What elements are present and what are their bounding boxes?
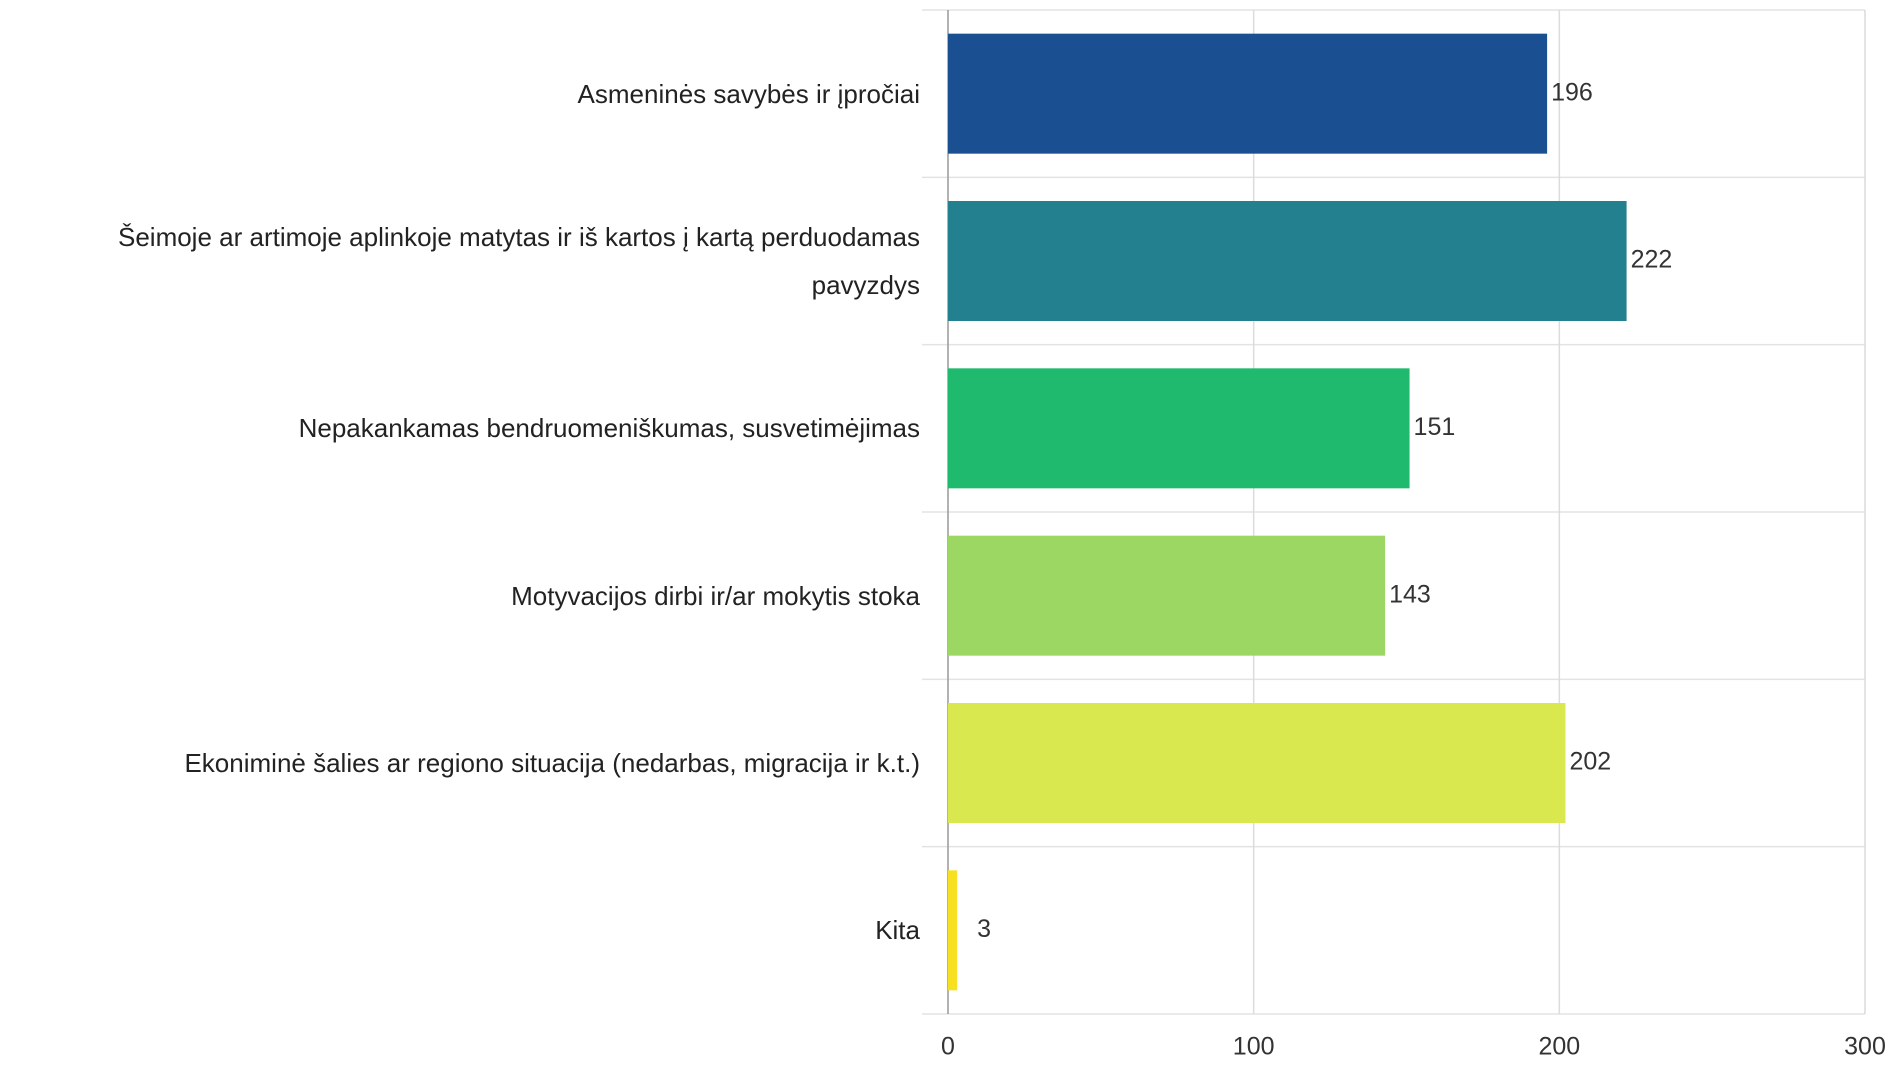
value-label: 151 [1414, 413, 1456, 441]
bar [948, 703, 1566, 823]
y-tick-label: Ekoniminė šalies ar regiono situacija (n… [184, 748, 920, 778]
bar [948, 535, 1386, 656]
x-tick-label: 0 [941, 1033, 955, 1061]
bar [948, 33, 1548, 154]
value-label: 202 [1569, 748, 1611, 776]
y-tick-label: Asmeninės savybės ir įpročiai [577, 78, 920, 109]
bar [948, 201, 1627, 321]
y-tick-label: Nepakankamas bendruomeniškumas, susvetim… [298, 413, 920, 444]
value-label: 196 [1551, 78, 1593, 106]
bar [948, 870, 958, 991]
value-label: 143 [1389, 580, 1431, 608]
x-tick-label: 300 [1844, 1033, 1886, 1061]
y-tick-label: Kita [875, 915, 920, 946]
value-label: 3 [977, 915, 991, 943]
x-tick-label: 100 [1233, 1033, 1275, 1061]
bar [948, 368, 1410, 489]
x-tick-label: 200 [1538, 1033, 1580, 1061]
y-tick-label: Motyvacijos dirbi ir/ar mokytis stoka [511, 580, 920, 611]
y-tick-label: Šeimoje ar artimoje aplinkoje matytas ir… [117, 222, 920, 300]
value-label: 222 [1631, 246, 1673, 274]
